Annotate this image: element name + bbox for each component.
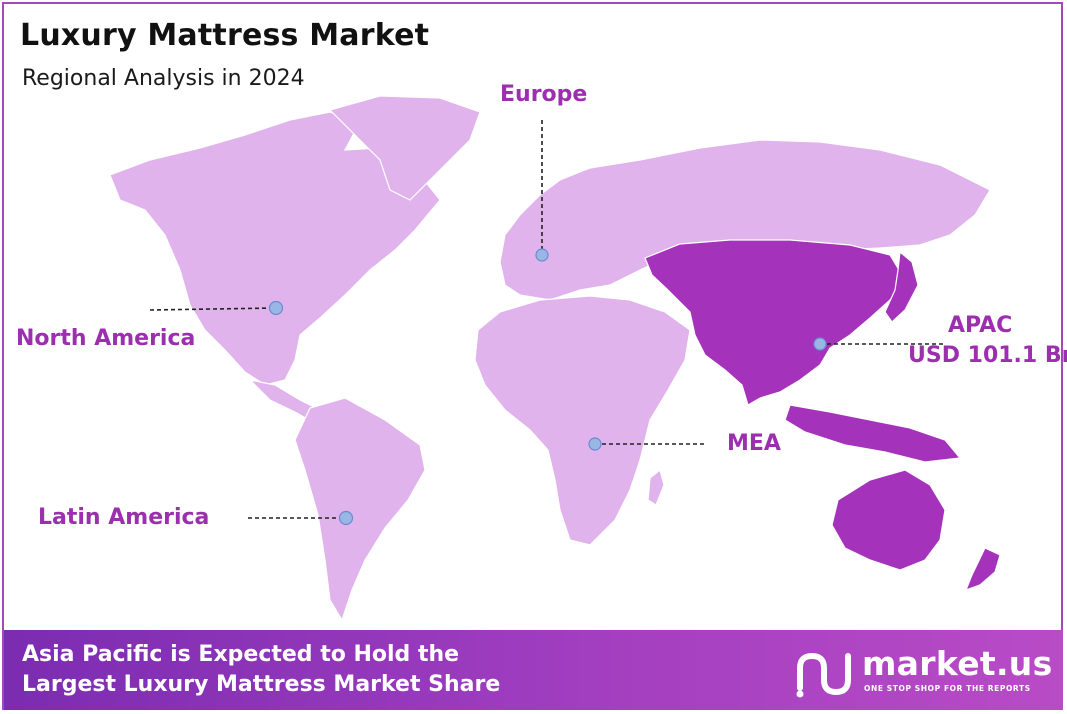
greenland-shape	[328, 95, 481, 201]
mea-marker	[588, 437, 602, 451]
apac-marker	[813, 337, 827, 351]
market-us-logo-icon	[796, 652, 851, 698]
land-regions	[109, 95, 991, 622]
south-america-shape	[294, 397, 426, 622]
apac-value-label: USD 101.1 Bn	[908, 343, 1067, 368]
footer-line-1: Asia Pacific is Expected to Hold the	[22, 642, 460, 667]
brand-tagline: ONE STOP SHOP FOR THE REPORTS	[864, 684, 1031, 693]
apac-nz-shape	[964, 547, 1001, 592]
region-markers	[268, 248, 827, 526]
latin-america-marker	[338, 510, 354, 526]
page-subtitle: Regional Analysis in 2024	[22, 66, 305, 91]
apac-asia-shape	[644, 239, 906, 406]
apac-regions	[644, 239, 1001, 592]
north-america-leader	[149, 307, 277, 311]
apac-australia-shape	[831, 469, 946, 571]
apac-islands-shape	[784, 404, 962, 463]
footer-statement: Asia Pacific is Expected to Hold the Lar…	[22, 640, 500, 700]
apac-label: APAC	[948, 313, 1013, 338]
north-america-label: North America	[16, 326, 196, 351]
brand-logo: market.us ONE STOP SHOP FOR THE REPORTS	[792, 644, 1052, 700]
footer-banner: Asia Pacific is Expected to Hold the Lar…	[4, 630, 1063, 710]
latin-america-label: Latin America	[38, 505, 210, 530]
africa-mea-shape	[474, 295, 691, 546]
footer-line-2: Largest Luxury Mattress Market Share	[22, 672, 501, 697]
madagascar-shape	[647, 468, 665, 506]
north-america-marker	[268, 300, 284, 316]
mea-label: MEA	[727, 431, 781, 456]
world-map	[109, 95, 1001, 622]
leader-lines	[149, 120, 945, 519]
europe-marker	[535, 248, 549, 262]
brand-name: market.us	[862, 644, 1053, 683]
north-america-shape	[109, 111, 441, 386]
europe-label: Europe	[500, 82, 588, 107]
page-title: Luxury Mattress Market	[20, 18, 430, 53]
europe-russia-shape	[499, 139, 991, 301]
apac-japan-shape	[884, 250, 919, 323]
